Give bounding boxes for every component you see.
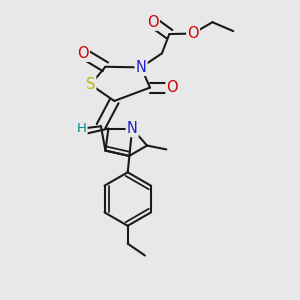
Text: N: N — [127, 121, 138, 136]
Text: H: H — [77, 122, 87, 135]
Text: N: N — [136, 60, 146, 75]
Text: O: O — [147, 15, 159, 30]
Text: S: S — [86, 77, 95, 92]
Text: O: O — [77, 46, 89, 61]
Text: O: O — [167, 80, 178, 95]
Text: O: O — [187, 26, 199, 41]
